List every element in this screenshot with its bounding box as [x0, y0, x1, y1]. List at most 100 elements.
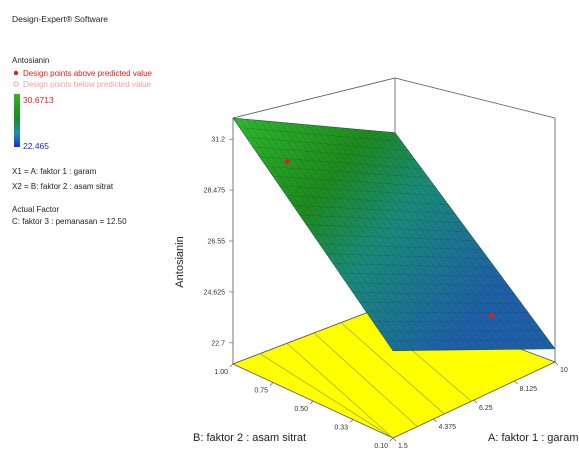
legend-actual-factor-value: C: faktor 3 : pemanasan = 12.50 — [12, 217, 127, 226]
surface-mesh-line — [340, 127, 502, 350]
legend-actual-factor-title: Actual Factor — [12, 205, 59, 214]
legend-color-scale — [14, 94, 20, 147]
y-tick-mark — [389, 437, 394, 442]
response-surface — [232, 117, 556, 352]
surface-mesh-line — [252, 146, 416, 160]
legend-below-label: Design points below predicted value — [23, 80, 152, 89]
surface-mesh-line — [354, 128, 515, 350]
floor-contour-line — [313, 332, 418, 427]
legend-above-label: Design points above predicted value — [23, 69, 153, 78]
surface-mesh-line — [388, 131, 549, 350]
legend-x1-label: X1 = A: faktor 1 : garam — [12, 167, 97, 176]
x-tick-mark — [392, 437, 397, 442]
y-tick-mark — [229, 363, 234, 368]
x-tick-label: 8.125 — [520, 386, 538, 393]
floor-contour-line — [286, 343, 394, 439]
surface-mesh-line — [246, 119, 407, 351]
y-tick-label: 0.75 — [254, 388, 268, 395]
z-tick-label: 22.7 — [211, 340, 225, 347]
legend-above-marker — [13, 70, 19, 76]
legend-response-name: Antosianin — [12, 56, 49, 65]
z-axis-ticks: 22.7 24.625 26.55 28.475 31.2 — [204, 137, 233, 347]
surface-mesh-line — [327, 126, 488, 350]
surface-mesh-line — [334, 127, 495, 350]
surface-mesh-line — [367, 130, 529, 350]
x-tick-label: 4.375 — [439, 424, 457, 431]
x-tick-label: 10 — [560, 367, 568, 374]
surface-mesh-line — [319, 243, 482, 250]
x-tick-label: 1.5 — [398, 443, 408, 450]
surface-mesh-line — [279, 185, 442, 196]
y-tick-mark — [269, 382, 274, 386]
design-points — [284, 159, 495, 319]
surface-mesh-line — [259, 120, 421, 351]
design-point — [488, 312, 495, 319]
floor-contour-line — [340, 322, 445, 415]
surface-mesh-line — [332, 263, 496, 268]
surface-mesh-line — [381, 131, 542, 350]
y-tick-label: 1.00 — [214, 369, 228, 376]
surface-mesh-line — [259, 156, 422, 169]
legend-scale-max: 30.6713 — [23, 95, 54, 105]
x-axis-ticks: 1.5 4.375 6.25 8.125 10 — [392, 361, 568, 450]
y-tick-label: 0.33 — [334, 425, 348, 432]
x-tick-label: 6.25 — [479, 405, 493, 412]
surface-mesh-line — [300, 123, 461, 351]
z-axis-label: Antosianin — [174, 236, 186, 287]
surface-mesh-line — [266, 166, 429, 178]
y-tick-label: 0.10 — [374, 443, 388, 450]
x-tick-mark — [514, 380, 518, 385]
surface-mesh-line — [374, 130, 535, 350]
z-tick-label: 28.475 — [204, 188, 226, 195]
legend-below-marker — [13, 81, 19, 87]
software-label: Design-Expert® Software — [12, 14, 108, 24]
surface-mesh-line — [286, 195, 449, 205]
x-tick-mark — [433, 418, 437, 423]
surface-mesh-line — [312, 234, 476, 241]
surface-mesh-line — [306, 224, 469, 232]
z-tick-label: 24.625 — [204, 289, 226, 296]
box-edge-top-left — [232, 77, 396, 119]
surface-mesh-line — [239, 118, 400, 351]
legend-scale-min: 22.465 — [23, 141, 49, 151]
y-axis-label: B: faktor 2 : asam sitrat — [193, 432, 306, 444]
surface-mesh-line — [239, 127, 402, 142]
surface-mesh-line — [347, 128, 508, 350]
surface-mesh-line — [273, 121, 434, 351]
surface-mesh-line — [280, 122, 441, 351]
surface-mesh-line — [272, 175, 436, 187]
surface-mesh-line — [366, 311, 529, 314]
surface-patch — [232, 117, 556, 352]
surface-mesh-line — [361, 129, 522, 350]
surface-mesh-line — [352, 292, 516, 296]
y-tick-mark — [349, 419, 354, 423]
surface-mesh-line — [286, 122, 448, 351]
surface-mesh-line — [386, 339, 549, 342]
surface-mesh-line — [359, 301, 522, 305]
design-point — [284, 159, 290, 165]
legend-x2-label: X2 = B: faktor 2 : asam sitrat — [12, 182, 114, 191]
surface-mesh-line — [379, 330, 542, 332]
x-tick-mark — [554, 361, 559, 366]
surface-mesh-line — [253, 119, 414, 351]
surface-mesh-line — [313, 125, 475, 350]
floor-contour-line — [259, 353, 394, 439]
surface-mesh-line — [266, 120, 427, 351]
surface-mesh-line — [320, 125, 481, 350]
surface-mesh-line — [292, 205, 456, 214]
surface-mesh-line — [293, 123, 454, 351]
y-tick-mark — [309, 400, 314, 405]
surface-mesh-line — [246, 137, 409, 151]
y-tick-label: 0.50 — [294, 406, 308, 413]
z-tick-label: 31.2 — [211, 137, 225, 144]
surface-mesh-line — [307, 124, 468, 350]
surface-mesh-line — [339, 272, 502, 278]
surface-mesh-line — [346, 282, 509, 287]
z-tick-label: 26.55 — [207, 239, 225, 246]
surface-mesh-line — [326, 253, 489, 259]
x-tick-mark — [473, 399, 478, 404]
surface-mesh-line — [299, 214, 462, 223]
x-axis-label: A: faktor 1 : garam — [488, 432, 578, 444]
box-edge-top-right — [394, 77, 556, 119]
